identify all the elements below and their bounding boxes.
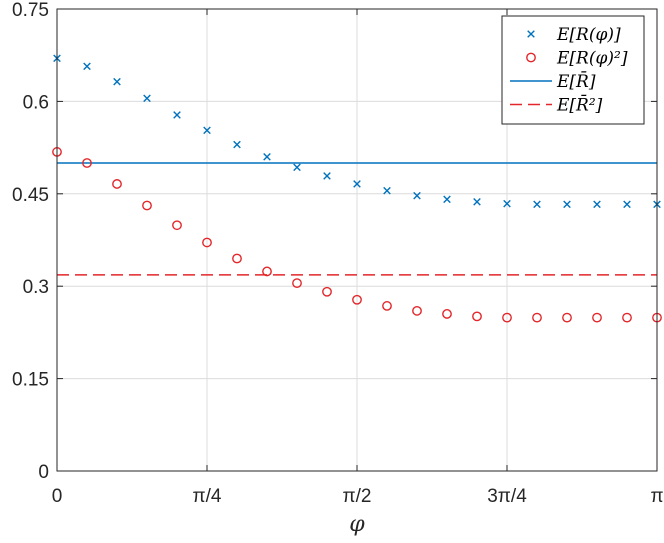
x-marker-stroke [503,199,511,208]
x-tick-label: π/2 [343,486,372,507]
y-tick-label: 0.15 [12,370,49,391]
x-marker-stroke [383,186,391,195]
series-0-point [353,180,361,188]
constant-lines [57,162,657,276]
legend-item-2: E[R̄] [510,70,596,92]
x-marker-stroke [83,62,91,71]
series-1-point [412,305,422,316]
series-0-point [383,186,391,195]
series-1-point [262,266,272,277]
data-marks [52,54,662,323]
y-tick-label: 0.45 [12,185,49,206]
y-tick-label: 0.3 [23,277,49,298]
series-0-point [563,200,571,209]
legend-label: E[R̄²] [556,93,603,115]
x-marker-stroke [323,172,331,180]
series-0-point [413,191,421,200]
series-0-point [323,172,331,180]
legend-item-1: E[R(φ)²] [526,49,628,69]
series-1-point [292,278,302,289]
legend: E[R(φ)] E[R(φ)²]E[R̄]E[R̄²] [501,15,645,125]
x-tick-label: π/4 [193,486,222,507]
series-0-point [473,198,481,206]
legend-item-3: E[R̄²] [510,93,603,116]
series-1-point [622,312,632,323]
series-1-point [172,220,182,231]
x-marker-stroke [293,163,301,172]
legend-box [501,15,645,125]
y-tick-label: 0.6 [23,92,49,113]
series-1-point [232,253,242,264]
series-1-point [322,286,332,297]
legend-item-0: E[R(φ)] [527,25,621,45]
x-marker-stroke [203,126,211,135]
ticks: 0 π/4 π/2 3π/4 π 0 0.15 0.3 0.45 0.6 0.75 [12,0,664,507]
x-marker-stroke [143,94,151,103]
legend-label: E[R(φ)] [556,25,621,45]
series-0-point [533,200,541,209]
x-marker-stroke [353,180,361,188]
legend-marker [526,52,536,63]
series-1-point [142,200,152,211]
legend-label: E[R̄] [556,70,596,92]
x-marker-stroke [593,200,601,209]
series-1-point [82,158,92,168]
series-0-point [503,199,511,208]
series-0-point [443,195,451,204]
series-1-point [532,312,542,323]
series-0-point [593,200,601,209]
x-marker-stroke [113,77,121,86]
x-marker-stroke [533,200,541,209]
x-tick-label: 3π/4 [487,486,527,507]
x-tick-label: 0 [52,486,63,507]
series-0-point [203,126,211,135]
series-0-point [623,200,631,209]
series-1-point [112,179,122,189]
series-1-point [562,312,572,323]
series-0-point [83,62,91,71]
x-marker-stroke [173,111,181,119]
series-1-point [472,311,482,322]
series-0-point [263,153,271,161]
x-marker-stroke [413,191,421,200]
x-marker-stroke [563,200,571,209]
series-0-point [233,140,241,149]
y-tick-label: 0.75 [12,0,49,21]
legend-marker [527,30,535,38]
series-0-point [173,111,181,119]
series-1-point [352,294,362,305]
series-1-point [502,312,512,323]
series-0-point [143,94,151,103]
x-marker-stroke [443,195,451,204]
series-1-point [592,312,602,323]
x-marker-stroke [263,153,271,161]
legend-label: E[R(φ)²] [556,49,628,69]
x-axis-label: φ [349,512,365,537]
series-0-point [293,163,301,172]
x-marker-stroke [233,140,241,149]
x-marker-stroke [473,198,481,206]
series-1-point [382,301,392,311]
series-1-point [202,237,212,248]
x-marker-stroke [623,200,631,209]
series-1-point [442,309,452,319]
x-tick-label: π [650,486,663,507]
y-tick-label: 0 [38,462,49,483]
series-0-point [113,77,121,86]
